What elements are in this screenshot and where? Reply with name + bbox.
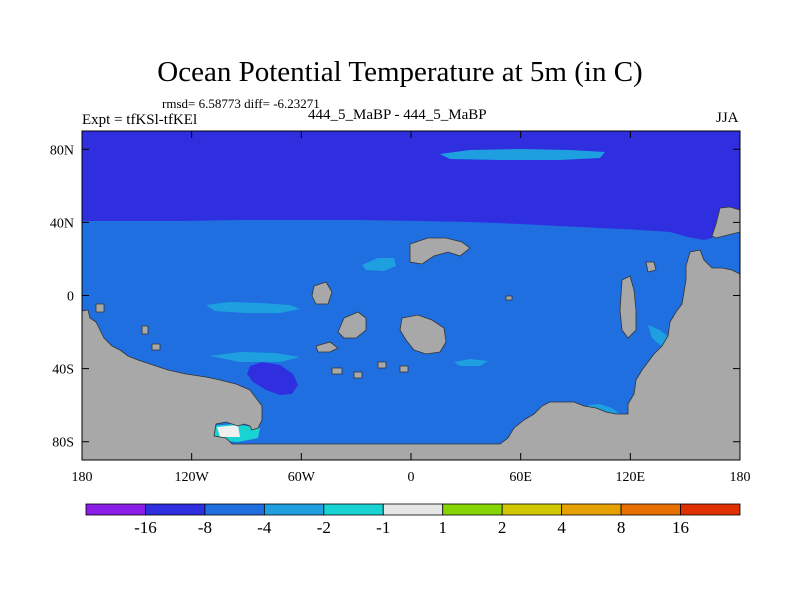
colorbar-bin bbox=[442, 503, 503, 516]
tropical-patch-2 bbox=[362, 258, 396, 271]
x-tick-label: 180 bbox=[72, 470, 93, 485]
island-6 bbox=[619, 275, 637, 339]
colorbar-label: -2 bbox=[317, 518, 331, 537]
tropical-patch-3 bbox=[454, 359, 488, 366]
island-9 bbox=[151, 343, 161, 351]
island-12 bbox=[331, 367, 343, 375]
island-7 bbox=[645, 261, 657, 273]
colorbar: -16 -8 -4 -2 -1 1 2 4 8 16 bbox=[85, 503, 741, 537]
stats-text: rmsd= 6.58773 diff= -6.23271 bbox=[162, 96, 320, 111]
island-8 bbox=[141, 325, 149, 335]
y-tick-label: 80S bbox=[52, 436, 74, 451]
colorbar-bin bbox=[680, 503, 741, 516]
axes: 180 120W 60W 0 60E 120E 180 80N 40N 0 40S 80S bbox=[50, 131, 751, 485]
island-1 bbox=[399, 314, 447, 355]
x-tick-label: 60E bbox=[509, 470, 532, 485]
land-masses bbox=[81, 206, 741, 461]
season-label: JJA bbox=[716, 110, 739, 126]
colorbar-bin bbox=[561, 503, 622, 516]
y-tick-label: 40S bbox=[52, 363, 74, 378]
x-tick-label: 120W bbox=[175, 470, 210, 485]
x-tick-label: 180 bbox=[730, 470, 751, 485]
comparison-label: 444_5_MaBP - 444_5_MaBP bbox=[308, 107, 487, 123]
tropical-patch-1 bbox=[206, 302, 300, 313]
island-10 bbox=[95, 303, 105, 313]
colorbar-bin bbox=[382, 503, 444, 516]
southern-cold-blob bbox=[247, 362, 298, 395]
colorbar-label: 8 bbox=[617, 518, 626, 537]
island-3 bbox=[311, 281, 333, 305]
experiment-label: Expt = tfKSl-tfKEl bbox=[82, 112, 198, 128]
southern-patch-1 bbox=[210, 352, 300, 362]
colorbar-bin bbox=[145, 503, 206, 516]
x-tick-label: 0 bbox=[408, 470, 415, 485]
y-tick-label: 80N bbox=[50, 143, 74, 158]
colorbar-label: 4 bbox=[557, 518, 566, 537]
colorbar-bin bbox=[323, 503, 384, 516]
colorbar-bin bbox=[85, 503, 146, 516]
colorbar-bin bbox=[204, 503, 265, 516]
island-2 bbox=[409, 237, 471, 265]
colorbar-bin bbox=[620, 503, 681, 516]
island-4 bbox=[337, 311, 367, 339]
colorbar-bin bbox=[501, 503, 563, 516]
colorbar-label: 1 bbox=[438, 518, 447, 537]
island-14 bbox=[377, 361, 387, 369]
x-tick-label: 120E bbox=[616, 470, 646, 485]
colorbar-label: 2 bbox=[498, 518, 507, 537]
y-tick-label: 40N bbox=[50, 216, 74, 231]
y-tick-label: 0 bbox=[67, 290, 74, 305]
chart-title: Ocean Potential Temperature at 5m (in C) bbox=[157, 56, 643, 88]
antarctic-white-patch bbox=[217, 425, 240, 437]
colorbar-label: -8 bbox=[198, 518, 212, 537]
arctic-warm-streak bbox=[440, 149, 605, 160]
colorbar-label: -16 bbox=[134, 518, 157, 537]
colorbar-label: -4 bbox=[257, 518, 272, 537]
island-5 bbox=[315, 341, 339, 353]
x-tick-label: 60W bbox=[288, 470, 316, 485]
island-13 bbox=[353, 371, 363, 379]
eurasia-land bbox=[711, 206, 741, 239]
colorbar-label: 16 bbox=[672, 518, 689, 537]
island-11 bbox=[505, 295, 513, 301]
colorbar-bin bbox=[263, 503, 325, 516]
south-america-land bbox=[81, 249, 741, 461]
island-15 bbox=[399, 365, 409, 373]
colorbar-label: -1 bbox=[376, 518, 390, 537]
